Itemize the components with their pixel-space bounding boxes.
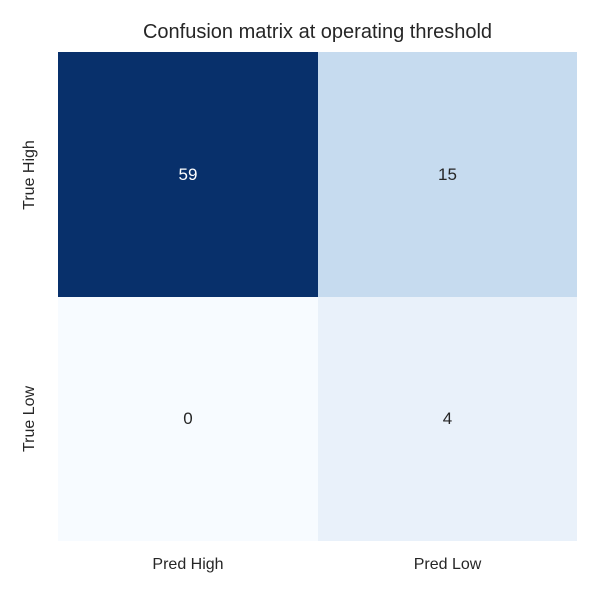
y-tick-true-high-label: True High [21, 140, 38, 210]
heatmap-grid: 59 15 0 4 [58, 52, 577, 541]
heatmap-cell-truehigh-predhigh: 59 [58, 52, 318, 297]
chart-title: Confusion matrix at operating threshold [142, 21, 493, 43]
heatmap-cell-truelow-predlow: 4 [318, 297, 577, 541]
y-tick-true-low-label: True Low [21, 385, 39, 453]
x-tick-pred-high: Pred High [152, 556, 224, 573]
x-tick-pred-low: Pred Low [413, 556, 482, 573]
heatmap-cell-truelow-predhigh: 0 [58, 297, 318, 541]
heatmap-cell-truehigh-predlow: 15 [318, 52, 577, 297]
